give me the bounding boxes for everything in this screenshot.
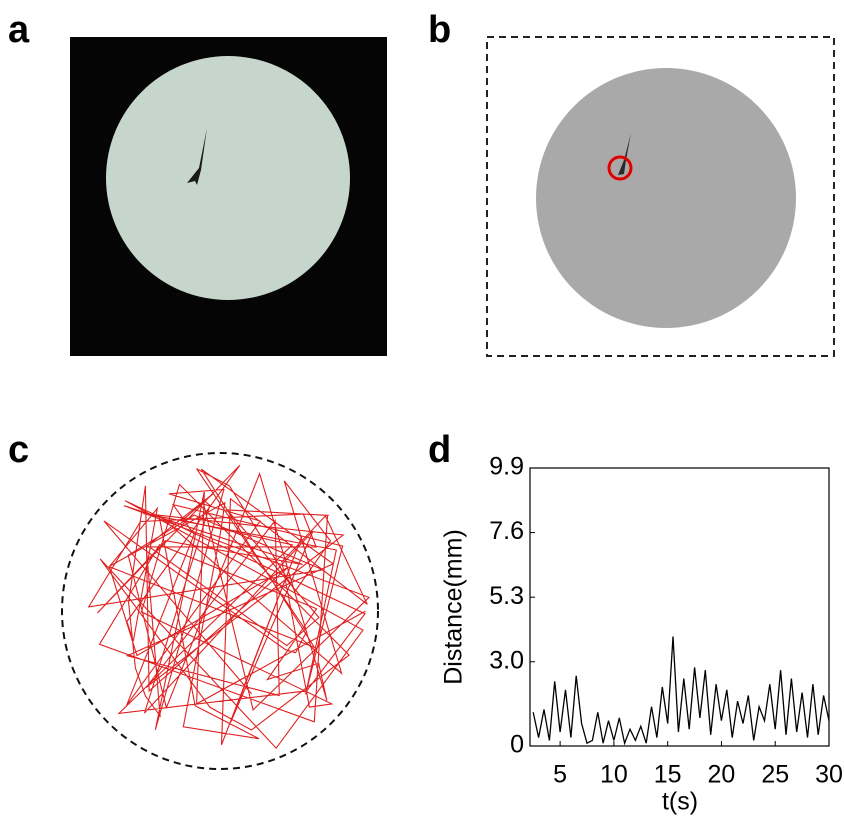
y-tick-label: 3.0 (489, 646, 524, 674)
y-tick-label: 0 (510, 731, 524, 759)
y-tick-label: 9.9 (489, 453, 524, 481)
panel-label: b (428, 9, 451, 51)
x-tick-label: 25 (761, 761, 789, 789)
y-tick-label: 5.3 (489, 582, 524, 610)
x-tick-label: 20 (708, 761, 736, 789)
y-axis-label: Distance(mm) (440, 529, 468, 685)
photo-b (486, 36, 835, 357)
trajectory-path (87, 465, 371, 750)
x-tick-label: 15 (654, 761, 682, 789)
panel-label: d (428, 429, 451, 471)
x-tick-label: 5 (553, 761, 567, 789)
plot-d: 0 3.0 5.3 7.6 9.9 5 10 15 20 25 30 (489, 453, 843, 789)
y-tick-label: 7.6 (489, 517, 524, 545)
trajectory (61, 452, 379, 770)
x-tick-label: 10 (600, 761, 628, 789)
x-tick-label: 30 (815, 761, 843, 789)
panel-label: a (8, 9, 30, 51)
x-axis-label: t(s) (662, 788, 698, 816)
distance-line (532, 636, 830, 746)
panel-label: c (8, 429, 29, 471)
photo-a (70, 37, 387, 356)
